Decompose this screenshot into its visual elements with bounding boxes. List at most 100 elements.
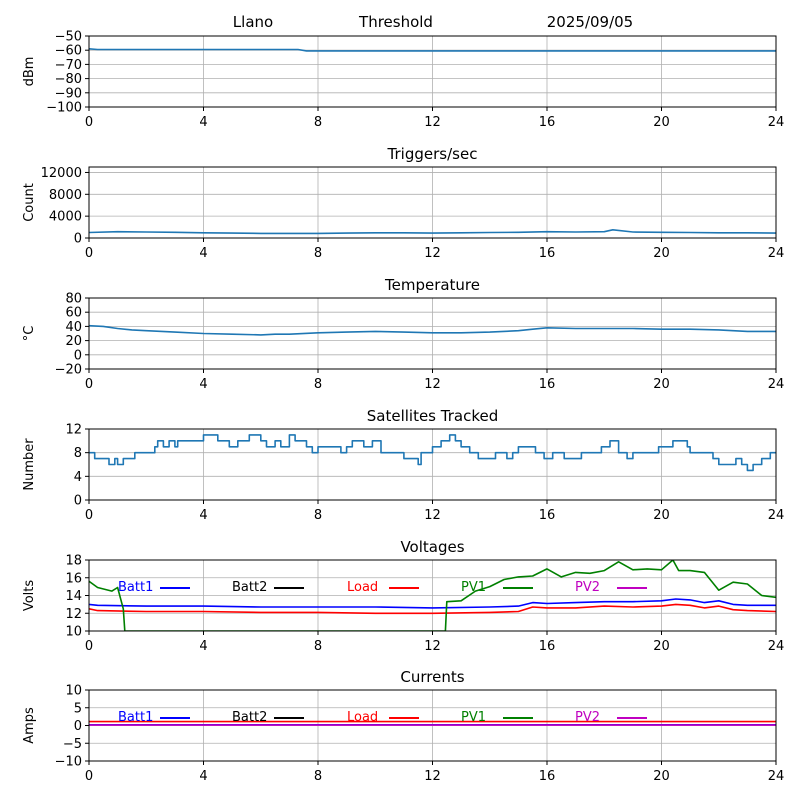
x-tick-label: 8 <box>314 377 322 392</box>
x-tick-label: 24 <box>768 769 785 784</box>
series-line <box>89 434 776 472</box>
legend-label-batt2: Batt2 <box>232 710 267 725</box>
y-tick-label: 0 <box>74 719 82 734</box>
y-tick-label: −80 <box>55 72 82 87</box>
x-tick-label: 20 <box>653 246 670 261</box>
chart-panel-2: 0 4 8 12 16 20 24 0 4000 8000 12000 Triggers/sec Cou… <box>22 145 784 261</box>
x-tick-label: 12 <box>424 639 441 654</box>
chart-panel-1: 0 4 8 12 16 20 24 −100−90−80−70−60−50 dBm <box>22 30 784 131</box>
x-tick-label: 8 <box>314 639 322 654</box>
x-tick-label: 16 <box>539 639 556 654</box>
x-tick-label: 20 <box>653 377 670 392</box>
y-tick-label: −10 <box>55 755 82 770</box>
panel-title: Voltages <box>400 538 464 556</box>
y-tick-label: −50 <box>55 30 82 45</box>
series-line-pv1 <box>89 560 776 631</box>
y-tick-label: 0 <box>74 232 82 247</box>
y-tick-label: 12000 <box>41 166 82 181</box>
x-tick-label: 0 <box>85 377 93 392</box>
chart-panel-4: 0 4 8 12 16 20 24 0 4 8 12 Satellites Tracked Number <box>22 407 784 523</box>
x-tick-label: 0 <box>85 769 93 784</box>
series-line-load <box>89 603 776 615</box>
x-tick-label: 0 <box>85 115 93 130</box>
x-tick-label: 16 <box>539 508 556 523</box>
legend-label-batt2: Batt2 <box>232 580 267 595</box>
series-line <box>89 48 776 52</box>
legend-label-load: Load <box>347 710 378 725</box>
x-tick-label: 4 <box>199 508 207 523</box>
x-tick-label: 0 <box>85 246 93 261</box>
panel-title: Currents <box>400 668 464 686</box>
legend-label-pv2: PV2 <box>575 580 600 595</box>
y-tick-label: 18 <box>65 554 82 569</box>
header-date: 2025/09/05 <box>547 13 633 31</box>
y-tick-label: −100 <box>46 101 82 116</box>
x-tick-label: 24 <box>768 115 785 130</box>
x-tick-label: 20 <box>653 639 670 654</box>
panel-title: Satellites Tracked <box>367 407 498 425</box>
y-tick-label: 10 <box>65 625 82 640</box>
y-tick-label: −70 <box>55 58 82 73</box>
x-tick-label: 16 <box>539 246 556 261</box>
y-axis-label: Volts <box>22 580 37 612</box>
y-tick-label: 20 <box>65 334 82 349</box>
y-tick-label: 10 <box>65 684 82 699</box>
chart-panel-5: 0 4 8 12 16 20 24 10 12 14 16 18 Voltages Volts Batt1 B… <box>22 538 784 654</box>
panel-title: Triggers/sec <box>387 145 478 163</box>
series-line <box>89 324 776 336</box>
y-tick-label: 14 <box>65 589 82 604</box>
x-tick-label: 12 <box>424 377 441 392</box>
x-tick-label: 4 <box>199 115 207 130</box>
y-axis-label: Count <box>22 183 37 222</box>
y-tick-label: 80 <box>65 292 82 307</box>
legend-label-pv1: PV1 <box>461 710 486 725</box>
y-tick-label: 8000 <box>49 188 82 203</box>
y-tick-label: 0 <box>74 348 82 363</box>
x-tick-label: 20 <box>653 115 670 130</box>
x-tick-label: 8 <box>314 508 322 523</box>
x-tick-label: 0 <box>85 508 93 523</box>
x-tick-label: 12 <box>424 246 441 261</box>
x-tick-label: 4 <box>199 377 207 392</box>
y-tick-label: 8 <box>74 446 82 461</box>
series-line <box>89 229 776 235</box>
y-tick-label: 16 <box>65 571 82 586</box>
x-tick-label: 16 <box>539 377 556 392</box>
x-tick-label: 4 <box>199 639 207 654</box>
header-site: Llano <box>233 13 273 31</box>
y-tick-label: −5 <box>63 737 82 752</box>
y-axis-label: Amps <box>22 707 37 744</box>
chart-panel-6: 0 4 8 12 16 20 24 −10 −5 0 5 10 Currents Amps Batt1 Bat… <box>22 668 784 784</box>
legend-label-load: Load <box>347 580 378 595</box>
panel-title: Temperature <box>384 276 480 294</box>
x-tick-label: 24 <box>768 508 785 523</box>
y-axis-label: Number <box>22 438 37 491</box>
y-tick-label: −90 <box>55 86 82 101</box>
x-tick-label: 16 <box>539 115 556 130</box>
x-tick-label: 12 <box>424 508 441 523</box>
y-tick-label: 40 <box>65 320 82 335</box>
y-tick-label: 4000 <box>49 210 82 225</box>
x-tick-label: 4 <box>199 769 207 784</box>
x-tick-label: 0 <box>85 639 93 654</box>
series-line-batt1 <box>89 598 776 609</box>
x-tick-label: 16 <box>539 769 556 784</box>
x-tick-label: 20 <box>653 508 670 523</box>
x-tick-label: 24 <box>768 639 785 654</box>
x-tick-label: 12 <box>424 115 441 130</box>
y-tick-label: −60 <box>55 44 82 59</box>
legend-label-batt1: Batt1 <box>118 710 153 725</box>
y-tick-label: 5 <box>74 701 82 716</box>
y-tick-label: 60 <box>65 306 82 321</box>
y-axis-label: dBm <box>22 57 37 87</box>
y-tick-label: 4 <box>74 470 82 485</box>
x-tick-label: 8 <box>314 769 322 784</box>
y-tick-label: 12 <box>65 423 82 438</box>
header-mode: Threshold <box>358 13 433 31</box>
x-tick-label: 8 <box>314 115 322 130</box>
x-tick-label: 24 <box>768 246 785 261</box>
x-tick-label: 24 <box>768 377 785 392</box>
legend-label-pv1: PV1 <box>461 580 486 595</box>
